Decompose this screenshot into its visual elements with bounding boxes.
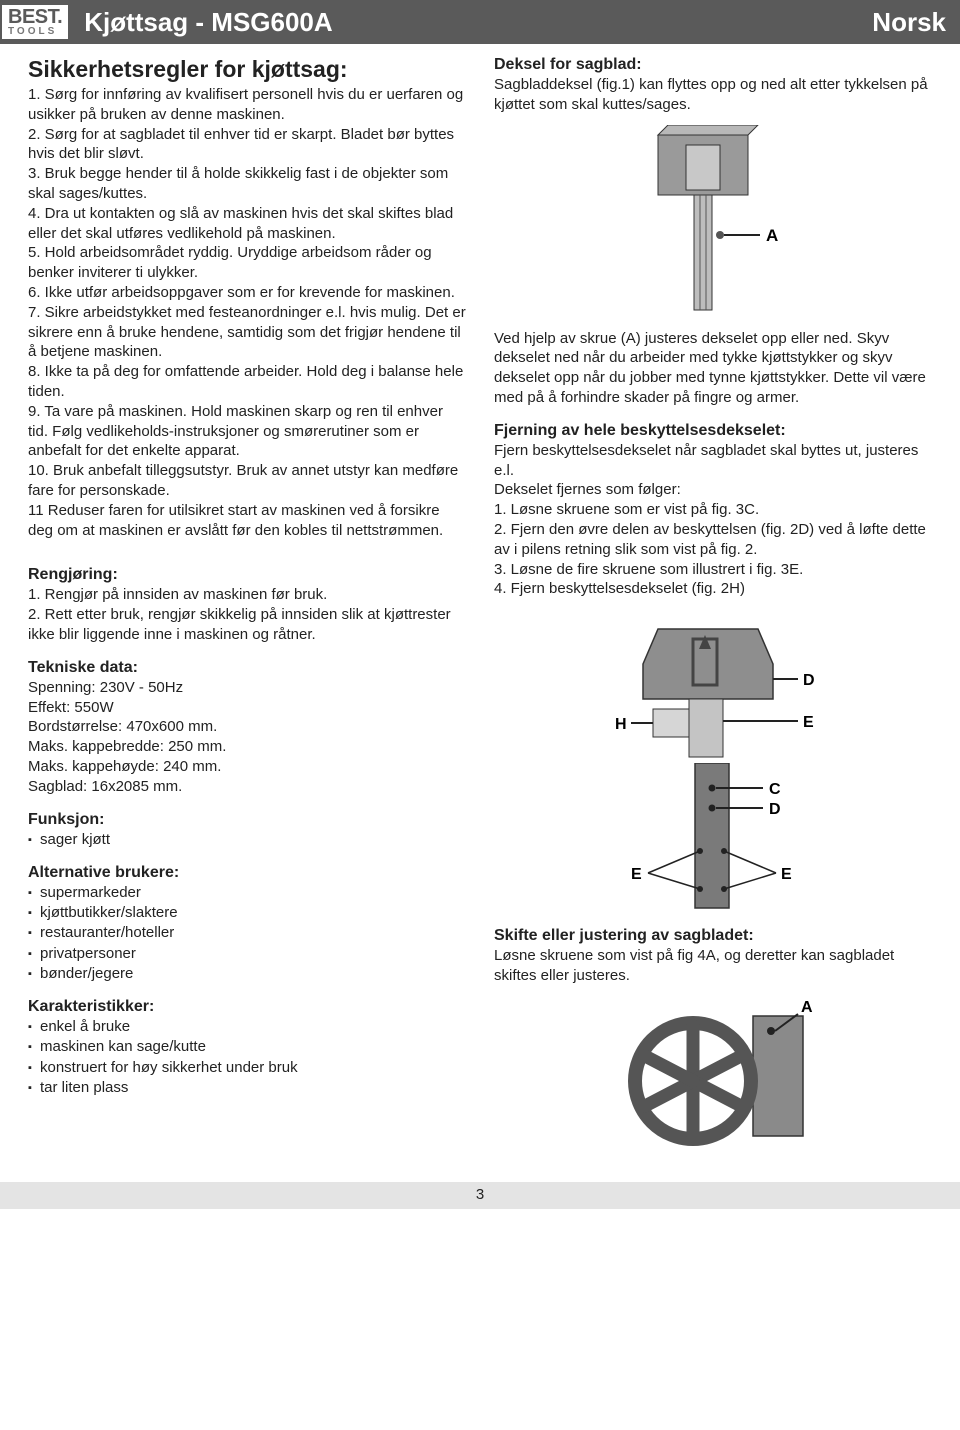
cover-text-1: Sagbladdeksel (fig.1) kan flyttes opp og… — [494, 75, 932, 115]
cover-heading: Deksel for sagblad: — [494, 56, 932, 74]
list-item: konstruert for høy sikkerhet under bruk — [28, 1058, 466, 1078]
safety-heading: Sikkerhetsregler for kjøttsag: — [28, 56, 466, 83]
label-D: D — [803, 672, 815, 689]
change-heading: Skifte eller justering av sagbladet: — [494, 927, 932, 945]
label-H: H — [615, 716, 627, 733]
figure-1: A — [494, 125, 932, 315]
language-label: Norsk — [872, 7, 946, 38]
figure-2: D E H — [494, 609, 932, 759]
label-D2: D — [769, 801, 781, 818]
logo-text-bottom: TOOLS — [8, 27, 62, 37]
page-number: 3 — [476, 1186, 484, 1203]
characteristics-list: enkel å bruke maskinen kan sage/kutte ko… — [28, 1017, 466, 1098]
technical-text: Spenning: 230V - 50Hz Effekt: 550W Bords… — [28, 678, 466, 797]
function-heading: Funksjon: — [28, 811, 466, 829]
list-item: tar liten plass — [28, 1078, 466, 1098]
list-item: privatpersoner — [28, 944, 466, 964]
label-E-left: E — [631, 866, 642, 883]
remove-heading: Fjerning av hele beskyttelsesdekselet: — [494, 422, 932, 440]
figure-4: A — [494, 996, 932, 1146]
altusers-list: supermarkeder kjøttbutikker/slaktere res… — [28, 883, 466, 984]
page-content: Sikkerhetsregler for kjøttsag: 1. Sørg f… — [0, 44, 960, 1168]
altusers-heading: Alternative brukere: — [28, 864, 466, 882]
change-text: Løsne skruene som vist på fig 4A, og der… — [494, 946, 932, 986]
header-bar: BEST. TOOLS Kjøttsag - MSG600A Norsk — [0, 0, 960, 44]
list-item: bønder/jegere — [28, 964, 466, 984]
list-item: sager kjøtt — [28, 830, 466, 850]
left-column: Sikkerhetsregler for kjøttsag: 1. Sørg f… — [28, 56, 466, 1160]
label-A-wheel: A — [801, 999, 813, 1016]
brand-logo: BEST. TOOLS — [0, 3, 70, 41]
cleaning-text: 1. Rengjør på innsiden av maskinen før b… — [28, 585, 466, 644]
characteristics-heading: Karakteristikker: — [28, 998, 466, 1016]
technical-heading: Tekniske data: — [28, 659, 466, 677]
list-item: kjøttbutikker/slaktere — [28, 903, 466, 923]
safety-rules-text: 1. Sørg for innføring av kvalifisert per… — [28, 85, 466, 540]
page-title: Kjøttsag - MSG600A — [84, 7, 872, 38]
list-item: enkel å bruke — [28, 1017, 466, 1037]
list-item: supermarkeder — [28, 883, 466, 903]
label-C: C — [769, 781, 781, 798]
label-E-right: E — [781, 866, 792, 883]
two-column-layout: Sikkerhetsregler for kjøttsag: 1. Sørg f… — [28, 56, 932, 1160]
cover-text-2: Ved hjelp av skrue (A) justeres dekselet… — [494, 329, 932, 408]
figure-3: C D E E — [494, 763, 932, 913]
cleaning-heading: Rengjøring: — [28, 566, 466, 584]
function-list: sager kjøtt — [28, 830, 466, 850]
right-column: Deksel for sagblad: Sagbladdeksel (fig.1… — [494, 56, 932, 1160]
footer-bar: 3 — [0, 1182, 960, 1209]
list-item: restauranter/hoteller — [28, 923, 466, 943]
label-E: E — [803, 714, 814, 731]
remove-text: Fjern beskyttelsesdekselet når sagbladet… — [494, 441, 932, 599]
logo-text-top: BEST. — [8, 7, 62, 27]
list-item: maskinen kan sage/kutte — [28, 1037, 466, 1057]
label-A: A — [766, 226, 778, 245]
